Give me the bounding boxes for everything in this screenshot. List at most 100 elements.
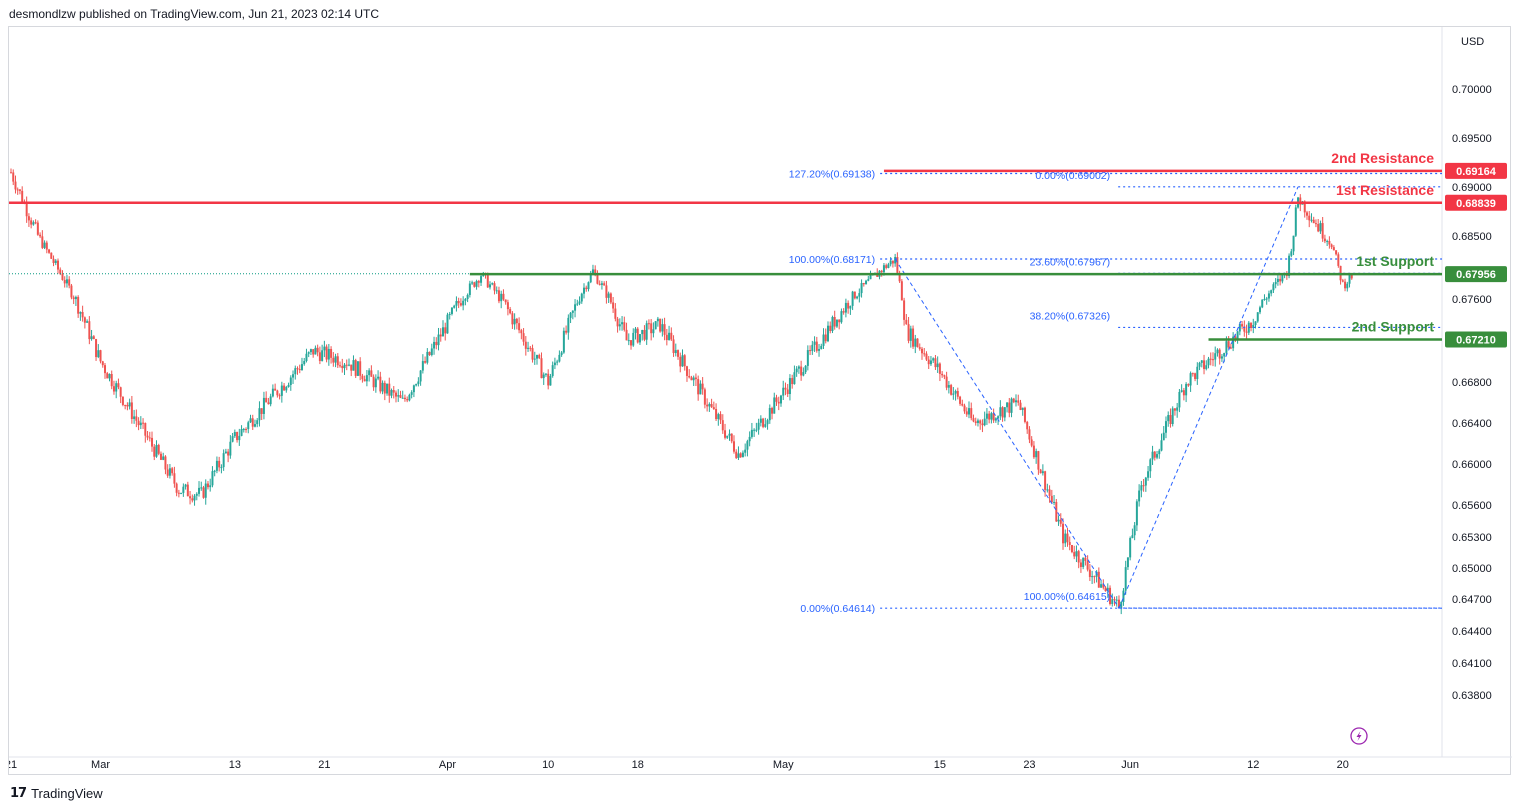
candle-body	[10, 172, 12, 174]
candle-body	[276, 390, 279, 396]
candle-body	[54, 260, 57, 263]
candle-body	[746, 441, 749, 450]
candle-body	[435, 341, 438, 346]
candle-body	[788, 378, 791, 395]
candle-body	[632, 332, 635, 346]
candle-body	[65, 279, 68, 284]
candle-body	[1279, 278, 1282, 282]
candle-body	[1122, 590, 1125, 602]
candle-body	[314, 347, 317, 355]
candle-body	[860, 283, 863, 294]
candle-body	[914, 338, 917, 347]
candle-body	[903, 300, 906, 320]
candle-body	[1288, 255, 1291, 276]
candle-body	[415, 384, 418, 386]
candle-body	[992, 413, 995, 421]
candle-body	[607, 293, 610, 298]
candle-body	[173, 473, 176, 484]
y-tick-label: 0.69500	[1452, 133, 1492, 145]
candle-body	[1254, 321, 1257, 326]
candle-body	[222, 453, 225, 468]
candle-body	[730, 433, 733, 442]
candle-body	[1109, 587, 1112, 604]
candle-body	[645, 323, 648, 340]
candle-body	[397, 395, 400, 397]
candle-body	[296, 368, 299, 370]
candle-body	[1003, 407, 1006, 418]
candle-body	[683, 355, 686, 367]
candle-body	[303, 361, 306, 365]
candle-body	[941, 373, 944, 376]
candle-body	[643, 329, 646, 340]
candle-body	[583, 287, 586, 294]
candle-body	[1167, 415, 1170, 422]
candle-body	[198, 487, 201, 494]
level-price-tag	[1445, 162, 1507, 179]
y-tick-label: 0.64400	[1452, 626, 1492, 638]
candle-body	[867, 279, 870, 281]
candle-body	[907, 324, 910, 341]
candle-body	[835, 319, 838, 327]
candle-body	[753, 429, 756, 431]
candle-body	[81, 312, 84, 318]
candle-body	[580, 293, 583, 302]
chart-frame[interactable]: USD 0.70000 0.69500 0.69000 0.68500 0.67600 0.…	[8, 26, 1512, 776]
candle-body	[927, 359, 930, 365]
tradingview-logo[interactable]: 17 TradingView	[10, 786, 103, 801]
candle-body	[370, 370, 373, 377]
candle-body	[1182, 390, 1185, 396]
candle-body	[133, 416, 136, 419]
candle-body	[694, 377, 697, 380]
candle-body	[45, 242, 48, 250]
candle-body	[988, 413, 991, 420]
candle-body	[135, 416, 138, 421]
candle-body	[171, 468, 174, 474]
candle-body	[289, 377, 292, 385]
tradingview-logo-text: TradingView	[31, 786, 103, 801]
candle-body	[654, 321, 657, 330]
candle-body	[339, 365, 342, 367]
candle-body	[1028, 429, 1031, 440]
candle-body	[630, 340, 633, 346]
candle-body	[124, 404, 127, 406]
candle-body	[779, 395, 782, 404]
candle-body	[177, 492, 180, 494]
candle-body	[1261, 299, 1264, 308]
publisher-caption: desmondlzw published on TradingView.com,…	[9, 7, 380, 21]
candle-body	[61, 273, 64, 280]
candle-body	[1234, 336, 1237, 339]
candle-body	[1068, 542, 1071, 545]
candle-body	[1169, 415, 1172, 425]
candle-body	[804, 365, 807, 373]
candle-body	[865, 280, 868, 285]
candle-body	[480, 276, 483, 283]
candle-body	[990, 413, 993, 420]
price-chart[interactable]: USD 0.70000 0.69500 0.69000 0.68500 0.67600 0.…	[9, 27, 1512, 776]
candle-body	[1314, 223, 1317, 225]
candle-body	[1160, 440, 1163, 451]
candle-body	[352, 360, 355, 371]
fib-level-label: 100.00%(0.64615)	[1024, 591, 1110, 603]
candle-body	[1073, 552, 1076, 557]
candle-body	[634, 328, 637, 333]
candle-body	[88, 321, 91, 340]
candle-body	[1229, 347, 1232, 349]
candle-body	[963, 405, 966, 412]
candle-body	[862, 283, 865, 285]
candle-body	[524, 341, 527, 349]
candle-body	[162, 456, 165, 460]
candle-body	[750, 429, 753, 437]
candle-body	[157, 444, 160, 454]
candle-body	[1332, 247, 1335, 251]
y-tick-label: 0.66000	[1452, 459, 1492, 471]
candle-body	[934, 358, 937, 368]
candle-body	[408, 394, 411, 401]
candle-body	[1171, 408, 1174, 425]
candle-body	[587, 282, 590, 290]
candle-body	[336, 356, 339, 366]
candle-body	[771, 408, 774, 414]
candle-body	[536, 354, 539, 359]
candle-body	[1214, 353, 1217, 360]
candle-body	[424, 361, 427, 363]
candle-body	[1164, 421, 1167, 433]
